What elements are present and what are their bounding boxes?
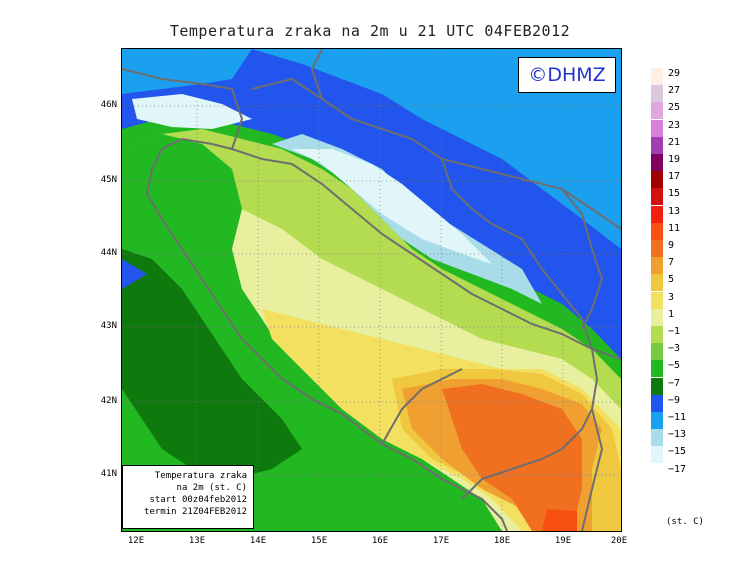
info-line-4: termin 21Z04FEB2012 [144, 507, 247, 517]
legend-swatch [651, 119, 663, 137]
lon-label-19e: 19E [554, 536, 572, 546]
legend-swatch [651, 412, 663, 429]
legend-label: 23 [668, 119, 681, 131]
lon-label-17e: 17E [432, 536, 450, 546]
legend-swatch [651, 136, 663, 154]
legend-label: 9 [668, 240, 675, 251]
legend-label: −9 [668, 394, 681, 406]
legend-label: 3 [668, 291, 675, 303]
legend-label: 29 [668, 68, 681, 79]
lon-label-16e: 16E [371, 536, 389, 546]
legend-swatch [651, 343, 663, 361]
legend-label: −5 [668, 360, 681, 372]
legend-swatch [651, 308, 663, 326]
info-box: Temperatura zraka na 2m (st. C) start 00… [122, 465, 254, 529]
legend-label: −3 [668, 343, 681, 355]
temperature-field [122, 49, 621, 531]
legend-label: 21 [668, 136, 681, 148]
info-line-3: start 00z04feb2012 [149, 495, 247, 505]
legend-label: 25 [668, 102, 681, 114]
lon-label-14e: 14E [249, 536, 267, 546]
legend-swatch [651, 394, 663, 412]
lon-label-18e: 18E [493, 536, 511, 546]
legend-label: 5 [668, 274, 675, 286]
legend-swatch [651, 68, 663, 85]
lat-label-44n: 44N [100, 248, 117, 258]
lat-label-45n: 45N [100, 175, 117, 185]
lat-label-42n: 42N [100, 396, 117, 406]
dhmz-logo: ©DHMZ [518, 57, 616, 93]
lon-label-20e: 20E [610, 536, 628, 546]
legend-swatch [651, 360, 663, 378]
legend-swatch [651, 222, 663, 240]
legend-label: 7 [668, 257, 675, 269]
legend-label: −1 [668, 326, 681, 337]
legend-swatch [651, 205, 663, 223]
lon-label-12e: 12E [127, 536, 145, 546]
legend-swatch [651, 240, 663, 257]
map-title: Temperatura zraka na 2m u 21 UTC 04FEB20… [169, 22, 571, 40]
legend-label: 11 [668, 222, 681, 234]
legend-label: 17 [668, 171, 681, 183]
info-line-2: na 2m (st. C) [176, 483, 247, 493]
lat-label-41n: 41N [100, 469, 117, 479]
legend-swatch [651, 429, 663, 447]
info-line-1: Temperatura zraka [154, 471, 247, 481]
lat-label-43n: 43N [100, 321, 117, 331]
legend-swatch [651, 257, 663, 275]
legend-swatch [651, 85, 663, 103]
legend-swatch [651, 291, 663, 309]
lon-label-13e: 13E [188, 536, 206, 546]
legend-swatch [651, 326, 663, 343]
legend-units: (st. C) [666, 517, 704, 527]
legend-label: 1 [668, 308, 675, 320]
lon-label-15e: 15E [310, 536, 328, 546]
legend-swatch [651, 171, 663, 189]
legend-swatch [651, 463, 663, 481]
legend-label: −17 [668, 463, 687, 475]
legend-label: 15 [668, 188, 681, 200]
legend-label: −13 [668, 429, 687, 441]
legend-swatch [651, 154, 663, 171]
legend-label: −11 [668, 412, 687, 423]
temperature-map [121, 48, 622, 532]
legend-swatch [651, 377, 663, 395]
legend-swatch [651, 102, 663, 120]
legend-label: 27 [668, 85, 681, 97]
legend-label: −7 [668, 377, 681, 389]
legend-swatch [651, 274, 663, 292]
legend-swatch [651, 188, 663, 206]
legend-label: 19 [668, 154, 681, 165]
lat-label-46n: 46N [100, 100, 117, 110]
legend-swatch [651, 446, 663, 464]
legend-label: 13 [668, 205, 681, 217]
legend-label: −15 [668, 446, 687, 458]
